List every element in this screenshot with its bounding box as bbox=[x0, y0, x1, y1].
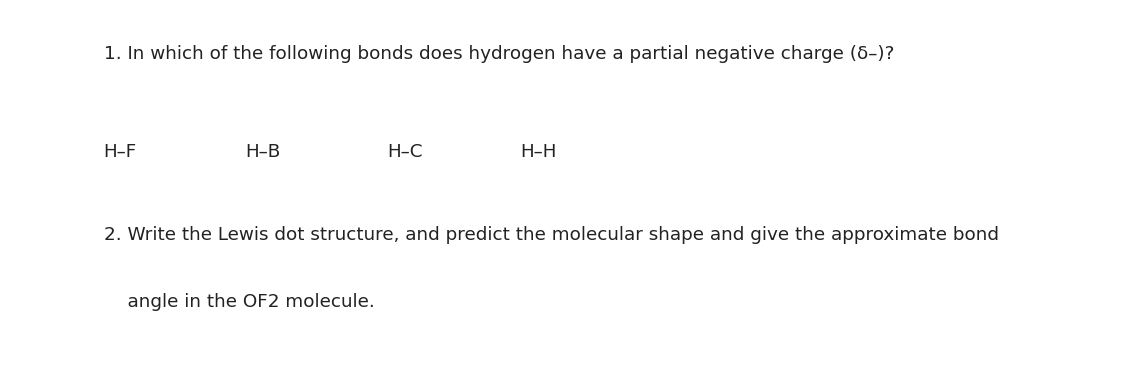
Text: H–B: H–B bbox=[245, 143, 280, 161]
Text: 2. Write the Lewis dot structure, and predict the molecular shape and give the a: 2. Write the Lewis dot structure, and pr… bbox=[104, 226, 999, 244]
Text: angle in the OF2 molecule.: angle in the OF2 molecule. bbox=[104, 293, 375, 311]
Text: H–C: H–C bbox=[387, 143, 423, 161]
Text: H–H: H–H bbox=[520, 143, 556, 161]
Text: H–F: H–F bbox=[104, 143, 137, 161]
Text: 1. In which of the following bonds does hydrogen have a partial negative charge : 1. In which of the following bonds does … bbox=[104, 45, 894, 63]
